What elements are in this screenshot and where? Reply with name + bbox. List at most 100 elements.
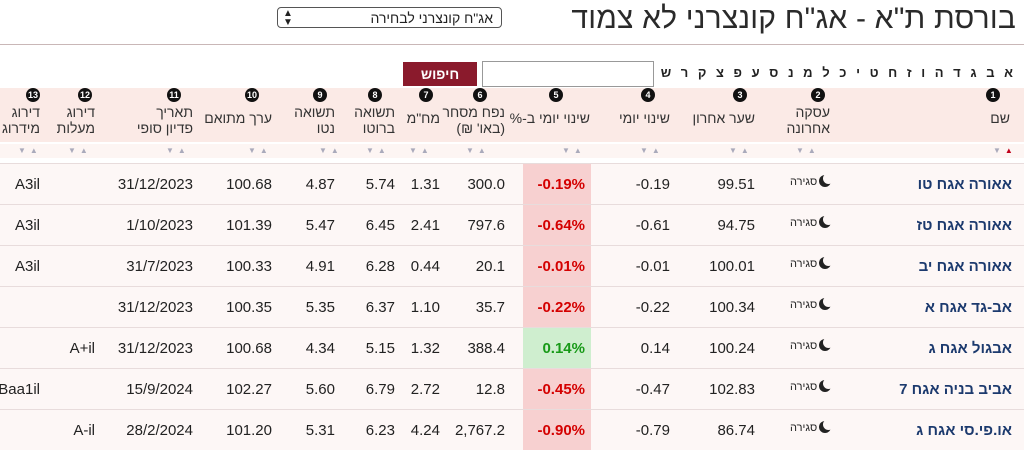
- security-name-link[interactable]: אב-גד אגח א: [924, 299, 1012, 316]
- cell-dur: 4.24: [410, 422, 440, 439]
- deal-label: סגירה: [790, 422, 818, 434]
- cell-adj: 100.35: [226, 299, 272, 316]
- column-header[interactable]: נפח מסחר (באו' ₪): [442, 104, 505, 136]
- cell-dur: 2.41: [410, 217, 440, 234]
- cell-dur: 1.31: [410, 176, 440, 193]
- security-name-link[interactable]: אביב בניה אגח 7: [899, 381, 1012, 398]
- column-header[interactable]: ערך מתואם: [204, 110, 272, 126]
- column-header[interactable]: תשואה נטו: [294, 104, 335, 136]
- column-number-badge: 5: [549, 88, 563, 102]
- moon-icon: [819, 296, 835, 310]
- cell-vol: 35.7: [475, 299, 505, 316]
- table-row[interactable]: אאורה אגח טו סגירה -0.19% 99.51 -0.19 300.0 1.…: [0, 163, 1024, 204]
- column-header[interactable]: עסקה אחרונה: [786, 104, 830, 136]
- moon-icon: [819, 214, 835, 228]
- cell-midroog: A3il: [14, 258, 40, 275]
- security-name-link[interactable]: אאורה אגח טז: [916, 217, 1012, 234]
- column-number-badge: 8: [368, 88, 382, 102]
- cell-last: 100.34: [709, 299, 755, 316]
- cell-last: 100.01: [709, 258, 755, 275]
- column-number-badge: 7: [419, 88, 433, 102]
- column-number-badge: 1: [986, 88, 1000, 102]
- security-name-link[interactable]: אאורה אגח יב: [918, 258, 1012, 275]
- search-input[interactable]: [482, 61, 654, 87]
- sort-arrows[interactable]: ▲▼: [166, 146, 190, 155]
- cell-adj: 102.27: [226, 381, 272, 398]
- column-number-badge: 13: [26, 88, 40, 102]
- sort-arrows[interactable]: ▲▼: [729, 146, 753, 155]
- sort-arrows[interactable]: ▲▼: [796, 146, 820, 155]
- cell-maalot: A-il: [73, 422, 95, 439]
- bond-type-select[interactable]: אג"ח קונצרני לבחירה ▲ ▼: [277, 7, 502, 28]
- cell-vol: 300.0: [467, 176, 505, 193]
- daily-change-percent: -0.19%: [523, 164, 591, 204]
- search-button[interactable]: חיפוש: [403, 62, 477, 86]
- cell-mat: 15/9/2024: [126, 381, 193, 398]
- sort-arrows[interactable]: ▲▼: [640, 146, 664, 155]
- daily-change-percent: -0.64%: [523, 205, 591, 245]
- sort-controls-row: [0, 144, 1024, 158]
- table-row[interactable]: אביב בניה אגח 7 סגירה -0.45% 102.83 -0.47 12.…: [0, 368, 1024, 409]
- cell-dur: 2.72: [410, 381, 440, 398]
- last-deal-status: סגירה: [790, 419, 835, 434]
- cell-mat: 31/12/2023: [117, 340, 193, 357]
- column-header[interactable]: דירוג מעלות: [56, 104, 95, 136]
- cell-chg: -0.19: [635, 176, 670, 193]
- cell-chg: 0.14: [640, 340, 670, 357]
- sort-arrows[interactable]: ▲▼: [18, 146, 42, 155]
- cell-gross: 6.45: [365, 217, 395, 234]
- sort-arrows[interactable]: ▲▼: [366, 146, 390, 155]
- daily-change-percent: -0.45%: [523, 369, 591, 409]
- cell-net: 4.34: [305, 340, 335, 357]
- cell-adj: 100.68: [226, 176, 272, 193]
- column-number-badge: 4: [641, 88, 655, 102]
- sort-arrows[interactable]: ▲▼: [409, 146, 433, 155]
- cell-gross: 6.28: [365, 258, 395, 275]
- column-header[interactable]: דירוג מידרוג: [1, 104, 40, 136]
- security-name-link[interactable]: או.פי.סי אגח ג: [916, 422, 1012, 439]
- last-deal-status: סגירה: [790, 296, 835, 311]
- sort-arrows[interactable]: ▲▼: [466, 146, 490, 155]
- last-deal-status: סגירה: [790, 173, 835, 188]
- cell-net: 5.60: [305, 381, 335, 398]
- cell-adj: 101.20: [226, 422, 272, 439]
- column-header[interactable]: שער אחרון: [692, 110, 756, 126]
- cell-adj: 101.39: [226, 217, 272, 234]
- deal-label: סגירה: [790, 217, 818, 229]
- sort-arrows[interactable]: ▲▼: [319, 146, 343, 155]
- sort-arrows[interactable]: ▲▼: [562, 146, 586, 155]
- column-header[interactable]: שם: [990, 110, 1010, 126]
- deal-label: סגירה: [790, 299, 818, 311]
- cell-chg: -0.01: [635, 258, 670, 275]
- column-header[interactable]: שינוי יומי: [619, 110, 670, 126]
- cell-adj: 100.68: [226, 340, 272, 357]
- table-row[interactable]: או.פי.סי אגח ג סגירה -0.90% 86.74 -0.79 2,767…: [0, 409, 1024, 450]
- column-header[interactable]: שינוי יומי ב-%: [509, 110, 590, 126]
- column-header[interactable]: תאריך פדיון סופי: [136, 104, 193, 136]
- security-name-link[interactable]: אאורה אגח טו: [917, 176, 1012, 193]
- table-row[interactable]: אבגול אגח ג סגירה 0.14% 100.24 0.14 388.4 1.32…: [0, 327, 1024, 368]
- column-header[interactable]: תשואה ברוטו: [354, 104, 395, 136]
- daily-change-percent: -0.22%: [523, 287, 591, 327]
- table-row[interactable]: אאורה אגח יב סגירה -0.01% 100.01 -0.01 20.1 0.…: [0, 245, 1024, 286]
- sort-arrows[interactable]: ▲▼: [248, 146, 272, 155]
- sort-arrows[interactable]: ▲▼: [993, 146, 1017, 155]
- select-arrows-icon: ▲ ▼: [283, 8, 293, 28]
- cell-maalot: A+il: [69, 340, 95, 357]
- moon-icon: [819, 378, 835, 392]
- table-row[interactable]: אאורה אגח טז סגירה -0.64% 94.75 -0.61 797.6 2.…: [0, 204, 1024, 245]
- sort-arrows[interactable]: ▲▼: [68, 146, 92, 155]
- cell-chg: -0.61: [635, 217, 670, 234]
- table-row[interactable]: אב-גד אגח א סגירה -0.22% 100.34 -0.22 35.7 1.1…: [0, 286, 1024, 327]
- cell-mat: 28/2/2024: [126, 422, 193, 439]
- cell-last: 94.75: [717, 217, 755, 234]
- cell-mat: 31/7/2023: [126, 258, 193, 275]
- alphabet-filter[interactable]: א ב ג ד ה ו ז ח ט י כ ל מ נ ס ע פ צ ק ר …: [641, 65, 1016, 80]
- security-name-link[interactable]: אבגול אגח ג: [928, 340, 1012, 357]
- column-header[interactable]: מח"מ: [406, 110, 440, 126]
- cell-net: 5.31: [305, 422, 335, 439]
- column-number-badge: 9: [313, 88, 327, 102]
- cell-last: 100.24: [709, 340, 755, 357]
- last-deal-status: סגירה: [790, 255, 835, 270]
- cell-gross: 6.23: [365, 422, 395, 439]
